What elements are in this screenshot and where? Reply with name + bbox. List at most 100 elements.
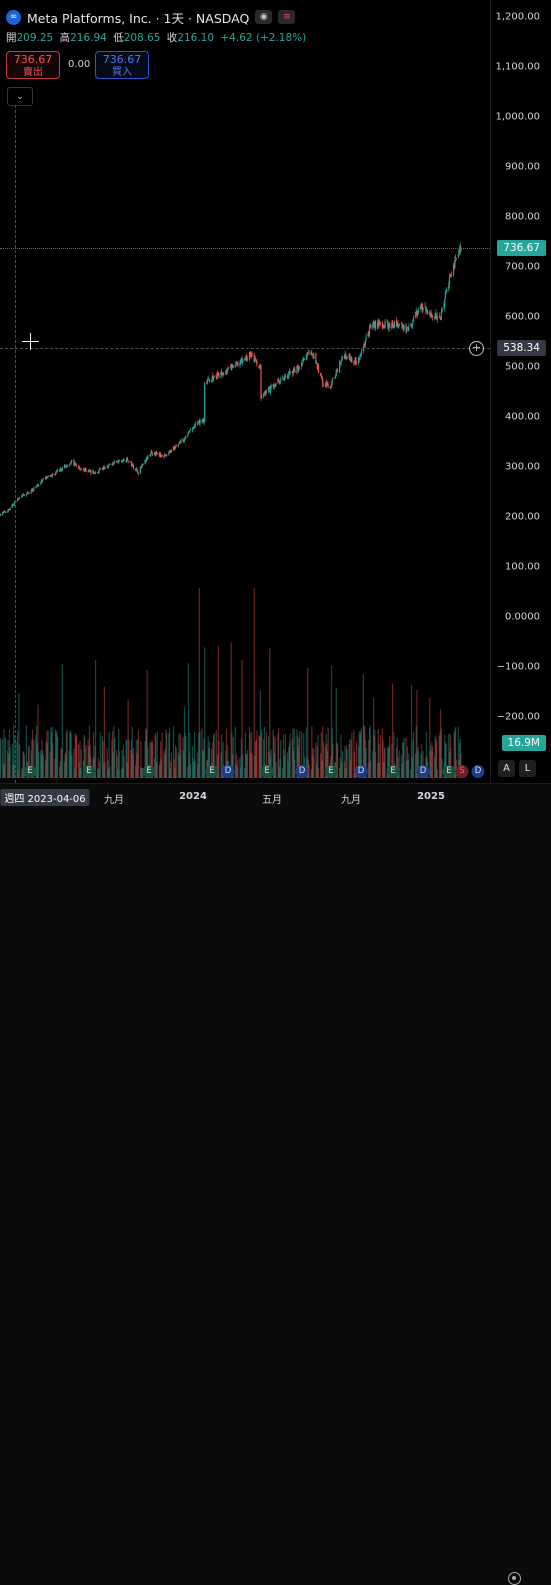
volume-bar [173,758,175,778]
volume-bar [201,728,203,778]
candle-body [13,502,15,506]
chart-area[interactable] [0,0,490,783]
candle-body [12,504,14,506]
volume-bar [208,748,210,778]
candle-body [163,454,165,458]
volume-bar [326,751,329,778]
candle-body [440,318,442,320]
volume-bar [321,760,323,778]
volume-bar [293,728,295,778]
dividend-marker-icon[interactable]: D [295,765,309,778]
dividend-marker-icon[interactable]: D [221,765,235,778]
candle-body [240,358,242,361]
volume-bar [17,769,19,778]
volume-bar [268,751,270,778]
volume-bar [80,749,82,778]
candle-body [80,469,82,471]
volume-bar [179,733,181,778]
price-tick-label: 1,100.00 [495,61,540,73]
volume-bar [120,769,122,778]
earnings-marker-icon[interactable]: E [386,765,400,778]
volume-bar [183,707,185,778]
volume-bar [263,726,265,778]
earnings-marker-icon[interactable]: E [324,765,338,778]
candle-body [360,351,362,355]
candle-body [288,370,291,374]
dividend-marker-icon[interactable]: D [416,765,430,778]
candle-body [151,451,153,454]
volume-bar [232,737,234,778]
candle-body [235,361,237,366]
settings-gear-icon[interactable] [508,1572,521,1585]
candle-body [265,391,268,393]
earnings-marker-icon[interactable]: E [82,765,96,778]
candle-body [260,365,262,399]
sell-button[interactable]: 736.67 賣出 [6,51,60,79]
earnings-marker-icon[interactable]: E [442,765,456,778]
volume-bar [429,746,432,778]
candle-body [206,379,209,384]
candle-body [168,452,170,455]
volume-bar [0,737,1,778]
volume-bar [141,768,143,778]
log-scale-button[interactable]: L [519,760,536,777]
volume-bar [358,746,360,778]
candle-body [97,472,99,474]
split-marker-icon[interactable]: S [455,765,469,778]
candle-body [340,360,342,365]
time-label-sep-2024: 九月 [341,795,361,806]
volume-bar [194,760,196,778]
candlestick-chart[interactable] [0,0,490,783]
volume-bar [363,725,365,778]
volume-bar [454,729,456,778]
symbol-title[interactable]: Meta Platforms, Inc. · 1天 · NASDAQ [27,10,250,26]
price-axis[interactable]: 1,200.00 1,100.00 1,000.00 900.00 800.00 700.… [490,0,551,783]
candle-body [448,276,451,285]
volume-bar [9,747,11,778]
volume-bar [4,737,7,778]
candle-body [425,308,428,311]
candle-body [431,315,433,317]
add-alert-plus-icon[interactable]: + [469,341,484,356]
candle-body [282,378,284,380]
time-axis[interactable]: 週四 2023-04-06 九月 2024 五月 九月 2025 [0,783,551,1585]
dividend-marker-icon[interactable]: D [354,765,368,778]
earnings-marker-icon[interactable]: E [142,765,156,778]
candle-body [383,326,385,329]
candle-body [458,249,460,256]
volume-bar [103,762,105,778]
candle-body [373,323,375,328]
volume-bar [246,754,248,778]
volume-bar [417,747,419,778]
volume-bar [254,756,256,778]
volume-bar [339,757,341,778]
symbol-header[interactable]: ∞ Meta Platforms, Inc. · 1天 · NASDAQ ◉ ≡ [6,8,296,26]
volume-bar [344,745,346,778]
earnings-marker-icon[interactable]: E [23,765,37,778]
volume-bar [256,730,258,778]
volume-bar [459,739,461,778]
candle-body [178,443,180,445]
buy-button[interactable]: 736.67 買入 [95,51,149,79]
candle-body [263,393,265,397]
time-label-sep-2023: 九月 [104,795,124,806]
candle-body [120,460,122,462]
candle-body [387,325,390,329]
candle-body [18,497,20,499]
candle-body [326,383,329,385]
volume-bar [183,750,185,778]
volume-bar [310,769,312,778]
candle-body [393,321,396,327]
dividend-marker-icon[interactable]: D [471,765,485,778]
volume-bar [299,730,301,778]
volume-bar [330,665,333,778]
flag-icon[interactable]: ≡ [278,10,296,24]
eye-icon[interactable]: ◉ [255,10,273,24]
collapse-chevron-icon[interactable]: ⌄ [7,87,33,106]
candle-body [345,354,347,359]
earnings-marker-icon[interactable]: E [260,765,274,778]
auto-scale-button[interactable]: A [498,760,515,777]
candle-body [440,312,442,320]
crosshair-date-tag: 週四 2023-04-06 [0,789,90,806]
earnings-marker-icon[interactable]: E [205,765,219,778]
